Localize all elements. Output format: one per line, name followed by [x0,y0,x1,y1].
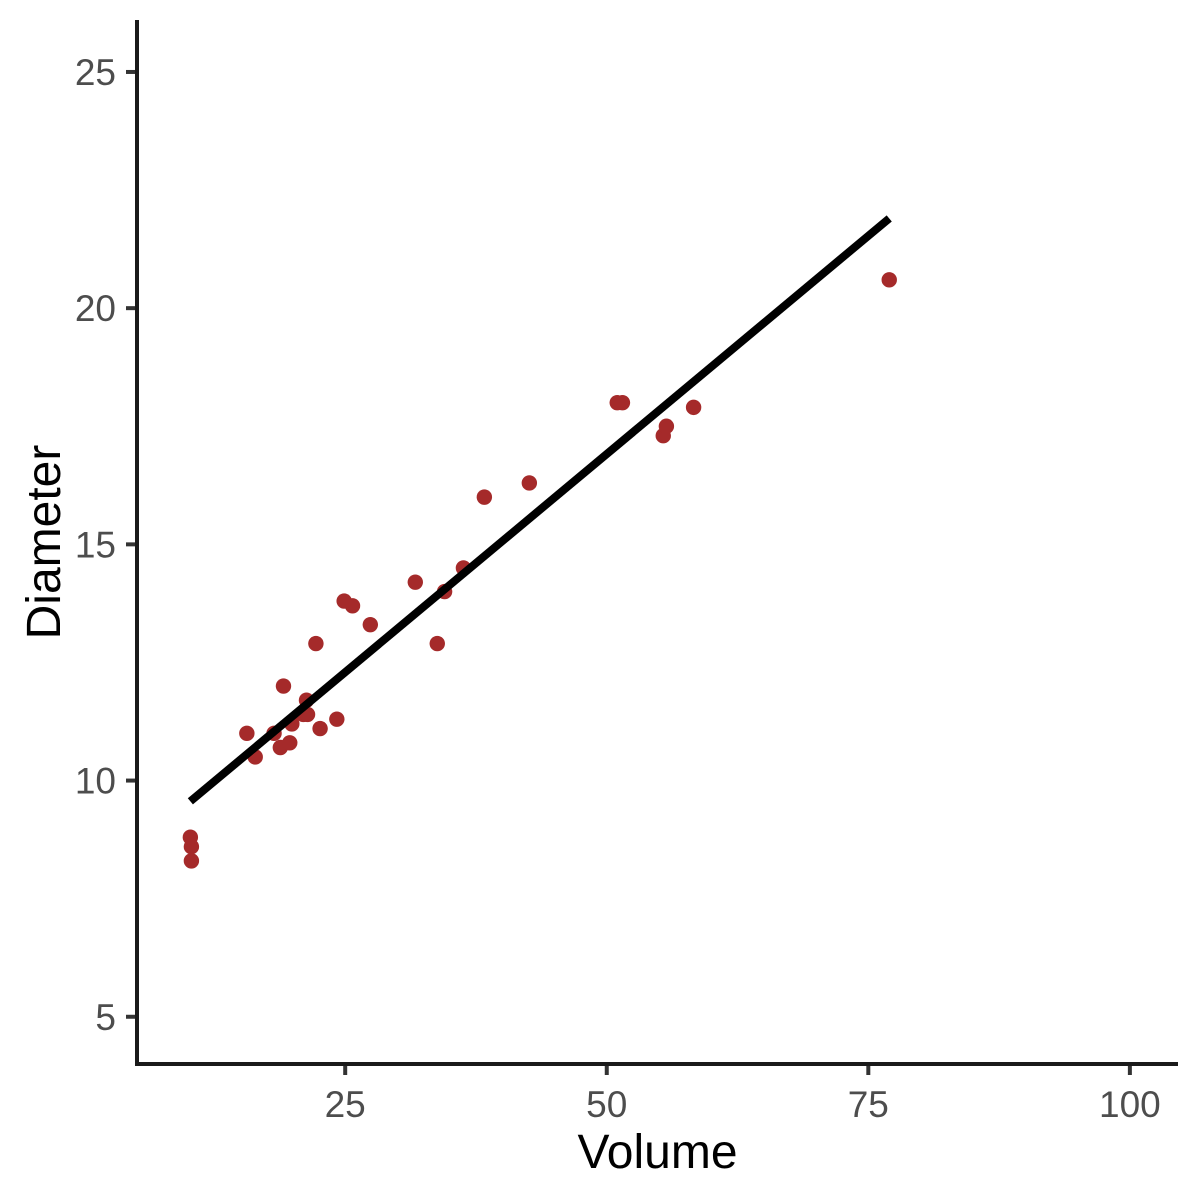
data-point [362,616,379,633]
data-point [312,720,328,737]
y-tick-label: 20 [75,288,116,329]
data-point [429,635,445,652]
trend-layer [187,215,892,805]
data-point [329,711,345,727]
x-tick-label: 100 [1099,1084,1161,1125]
x-axis-title: Volume [577,1126,737,1179]
data-point [609,394,625,411]
y-tick-label: 5 [95,997,116,1038]
data-point [476,489,493,505]
y-tick-label: 25 [75,52,116,93]
data-point [881,272,897,288]
axes-layer: 25 50 75 100 5 10 15 20 25 [75,20,1178,1125]
data-point [308,635,324,652]
data-point [336,593,352,609]
points-layer [182,272,897,869]
data-point [182,829,199,845]
x-tick-label: 75 [848,1084,889,1125]
data-point [239,725,255,742]
data-point [685,399,702,416]
data-point [183,853,200,869]
data-point [275,678,292,694]
x-tick-label: 50 [586,1084,627,1125]
y-tick-label: 10 [75,761,116,802]
data-point [521,475,538,491]
data-point [282,735,298,751]
x-tick-label: 25 [325,1084,366,1125]
y-axis-title: Diameter [18,445,71,640]
data-point [658,418,675,434]
trend-line [187,215,892,805]
data-point [407,574,423,590]
y-tick-label: 15 [75,524,116,565]
